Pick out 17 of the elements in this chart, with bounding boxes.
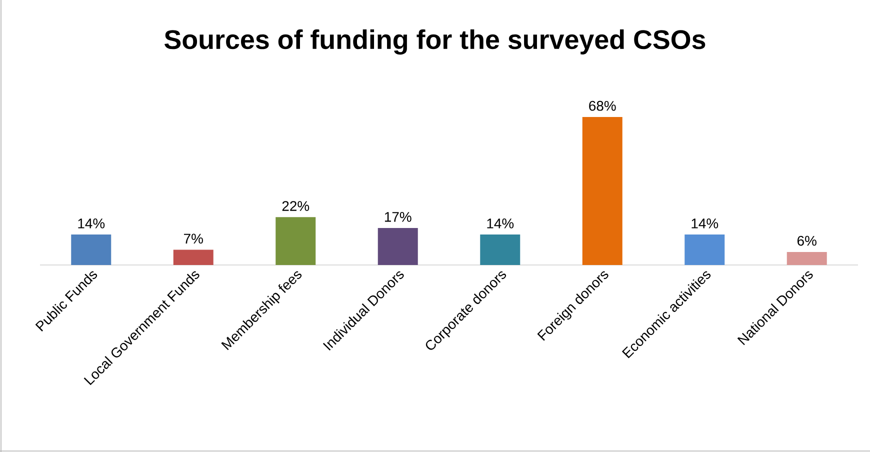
bar (582, 117, 622, 265)
data-label: 22% (282, 201, 310, 211)
bar (480, 234, 520, 265)
data-label: 7% (184, 234, 203, 244)
bar (684, 234, 725, 265)
bar (173, 250, 214, 265)
bar (786, 252, 827, 265)
data-label: 14% (692, 218, 718, 228)
data-label: 68% (589, 100, 616, 111)
data-label: 14% (487, 218, 514, 228)
bar (276, 217, 316, 265)
data-label: 17% (384, 212, 412, 222)
bar (71, 234, 112, 265)
data-label: 14% (78, 218, 105, 228)
data-label: 6% (798, 236, 816, 246)
chart-title: Sources of funding for the surveyed CSOs (164, 29, 706, 55)
bar (378, 228, 418, 265)
